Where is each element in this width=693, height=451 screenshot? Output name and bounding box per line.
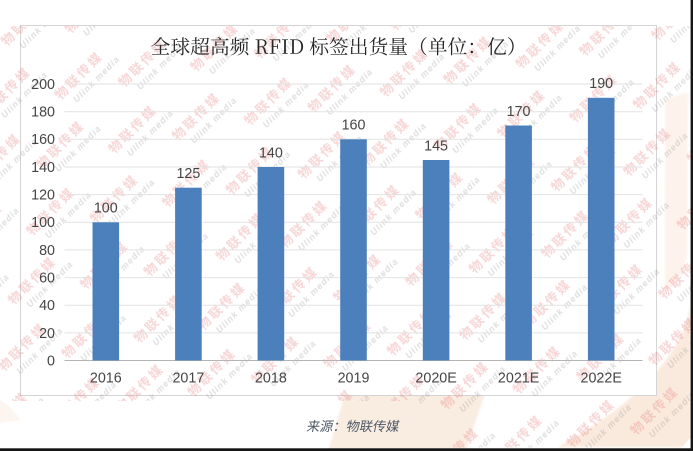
svg-text:170: 170	[507, 104, 531, 120]
svg-text:2020E: 2020E	[415, 371, 456, 387]
svg-text:80: 80	[39, 243, 55, 259]
svg-text:160: 160	[342, 118, 366, 134]
svg-text:200: 200	[31, 77, 55, 93]
svg-text:190: 190	[589, 76, 613, 92]
svg-text:140: 140	[259, 145, 283, 161]
svg-text:125: 125	[176, 166, 200, 182]
svg-text:160: 160	[31, 132, 55, 148]
svg-text:2017: 2017	[172, 371, 204, 387]
svg-text:100: 100	[94, 201, 118, 217]
svg-text:2019: 2019	[338, 371, 370, 387]
svg-text:0: 0	[47, 353, 55, 369]
svg-text:40: 40	[39, 298, 55, 314]
svg-text:20: 20	[39, 326, 55, 342]
svg-text:60: 60	[39, 270, 55, 286]
svg-text:180: 180	[31, 105, 55, 121]
svg-text:120: 120	[31, 188, 55, 204]
svg-text:100: 100	[31, 215, 55, 231]
svg-text:140: 140	[31, 160, 55, 176]
svg-text:2022E: 2022E	[581, 371, 622, 387]
svg-text:145: 145	[424, 138, 448, 154]
svg-text:2018: 2018	[255, 371, 287, 387]
svg-text:2021E: 2021E	[498, 371, 539, 387]
svg-text:2016: 2016	[90, 371, 122, 387]
